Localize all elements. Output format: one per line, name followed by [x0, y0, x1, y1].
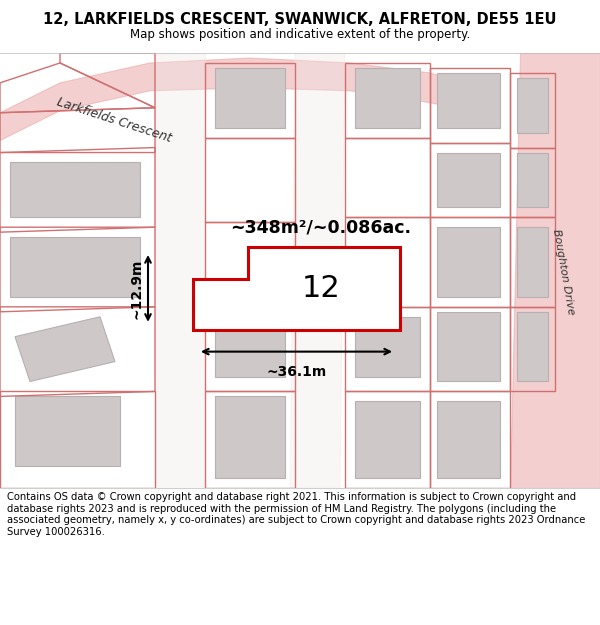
Polygon shape [437, 73, 500, 127]
Text: Map shows position and indicative extent of the property.: Map shows position and indicative extent… [130, 28, 470, 41]
Polygon shape [437, 401, 500, 478]
Polygon shape [290, 53, 345, 488]
Polygon shape [517, 152, 548, 208]
Polygon shape [215, 396, 285, 478]
Polygon shape [10, 237, 140, 297]
Text: Contains OS data © Crown copyright and database right 2021. This information is : Contains OS data © Crown copyright and d… [7, 492, 586, 537]
Polygon shape [215, 317, 285, 376]
Polygon shape [355, 68, 420, 128]
Text: Boughton Drive: Boughton Drive [551, 228, 575, 316]
Text: ~12.9m: ~12.9m [129, 258, 143, 319]
Text: ~36.1m: ~36.1m [266, 364, 326, 379]
Polygon shape [517, 312, 548, 381]
Text: ~348m²/~0.086ac.: ~348m²/~0.086ac. [230, 218, 411, 236]
Text: Larkfields Crescent: Larkfields Crescent [55, 96, 173, 146]
Polygon shape [155, 53, 205, 488]
Polygon shape [355, 401, 420, 478]
Polygon shape [355, 317, 420, 376]
Text: 12: 12 [302, 274, 341, 303]
Polygon shape [510, 53, 600, 488]
Polygon shape [10, 162, 140, 217]
Polygon shape [215, 68, 285, 128]
Polygon shape [15, 396, 120, 466]
Polygon shape [437, 152, 500, 208]
Polygon shape [193, 247, 400, 330]
Text: 12, LARKFIELDS CRESCENT, SWANWICK, ALFRETON, DE55 1EU: 12, LARKFIELDS CRESCENT, SWANWICK, ALFRE… [43, 12, 557, 27]
Polygon shape [0, 58, 480, 141]
Polygon shape [15, 317, 115, 381]
Polygon shape [517, 228, 548, 297]
Polygon shape [437, 312, 500, 381]
Polygon shape [517, 78, 548, 132]
Polygon shape [437, 228, 500, 297]
